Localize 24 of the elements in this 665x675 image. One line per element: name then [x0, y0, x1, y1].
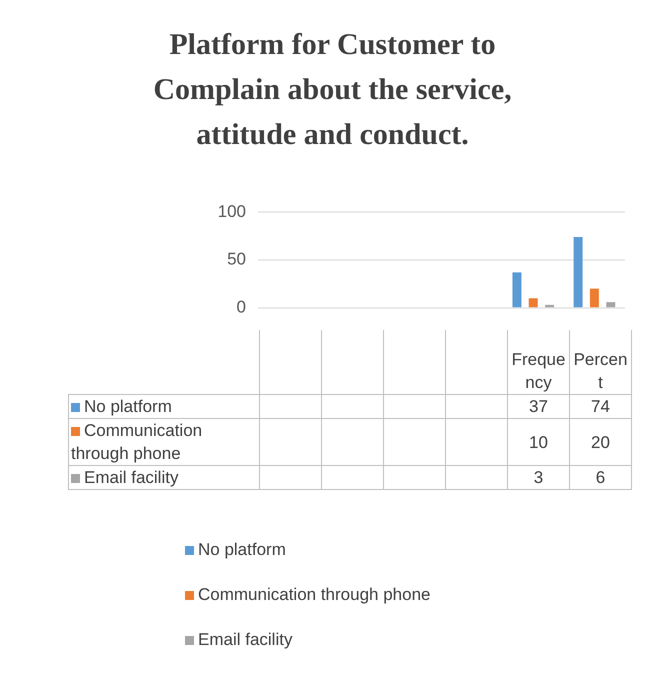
y-tick-label: 100 — [218, 202, 246, 221]
bar — [590, 288, 599, 308]
text: Email facility — [198, 630, 292, 649]
data-label: 10 — [508, 418, 570, 466]
legend-label: No platform — [197, 540, 287, 561]
legend-label: Communication through phone — [197, 585, 430, 606]
x-tick-label: Frequency — [508, 330, 570, 394]
text: Communication through phone — [71, 421, 202, 463]
bar — [545, 304, 554, 308]
bar — [574, 237, 583, 308]
text: No platform — [84, 397, 172, 416]
data-label: 74 — [570, 394, 632, 418]
data-label: 6 — [570, 466, 632, 490]
bar — [528, 298, 538, 308]
bar — [606, 302, 616, 308]
y-tick-label: 50 — [227, 250, 246, 269]
data-label: 20 — [570, 418, 632, 466]
x-tick-label: Percent — [570, 330, 632, 394]
y-tick-label: 0 — [236, 297, 246, 316]
data-label: 37 — [508, 394, 570, 418]
bar — [512, 272, 522, 308]
data-label: 3 — [508, 466, 570, 490]
chart-title: Platform for Customer to Complain about the service, attitude and conduct. — [152, 27, 513, 153]
legend-label: Email facility — [68, 466, 260, 490]
